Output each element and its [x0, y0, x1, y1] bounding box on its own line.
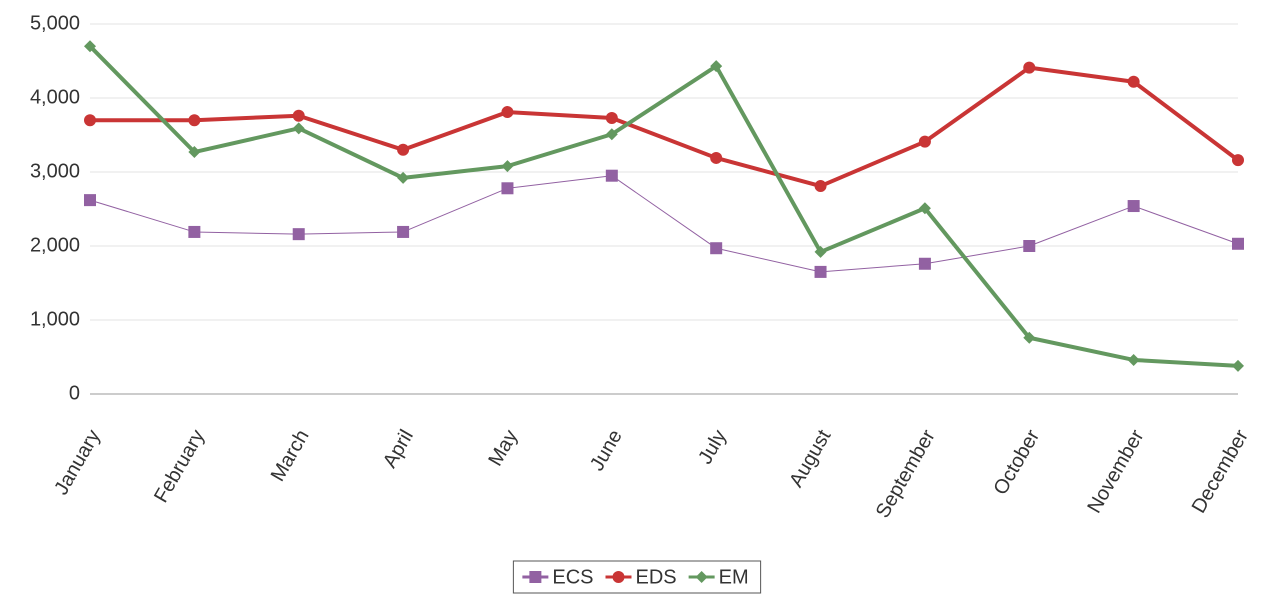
- marker: [814, 245, 827, 258]
- x-tick-label: February: [150, 426, 209, 506]
- marker: [84, 114, 96, 127]
- y-tick-label: 4,000: [30, 86, 80, 108]
- marker: [1023, 61, 1036, 74]
- marker: [529, 571, 542, 583]
- marker: [188, 225, 201, 238]
- x-tick-label: July: [694, 426, 731, 468]
- y-tick-label: 5,000: [30, 12, 80, 34]
- legend: ECS EDS EM: [512, 560, 762, 594]
- x-tick-label: October: [990, 426, 1045, 499]
- x-tick-label: August: [785, 426, 835, 491]
- legend-label: EM: [719, 566, 749, 588]
- x-tick-label: January: [50, 426, 105, 499]
- marker: [501, 160, 514, 173]
- marker: [605, 111, 618, 124]
- legend-label: ECS: [552, 566, 593, 588]
- marker: [918, 257, 931, 270]
- marker: [710, 151, 723, 164]
- marker: [1232, 359, 1244, 372]
- marker: [918, 135, 931, 148]
- marker: [695, 571, 708, 583]
- marker: [501, 106, 514, 119]
- x-tick-label: September: [872, 426, 940, 522]
- y-tick-label: 2,000: [30, 234, 80, 256]
- marker: [188, 114, 201, 127]
- marker: [1232, 237, 1244, 250]
- marker: [84, 194, 96, 207]
- x-tick-label: December: [1188, 426, 1253, 517]
- x-tick-label: March: [267, 426, 314, 485]
- marker: [814, 265, 827, 278]
- marker: [292, 109, 305, 122]
- marker: [1127, 353, 1140, 366]
- marker: [1023, 331, 1036, 344]
- series: [84, 40, 1244, 372]
- marker: [1127, 200, 1140, 213]
- legend-box: [512, 560, 762, 594]
- marker: [397, 143, 410, 156]
- line: [89, 175, 1239, 273]
- marker: [612, 571, 625, 583]
- marker: [292, 122, 305, 135]
- marker: [397, 225, 410, 238]
- marker: [292, 228, 305, 241]
- line: [88, 44, 1239, 368]
- marker: [501, 182, 514, 195]
- y-tick-label: 3,000: [30, 160, 80, 182]
- marker: [188, 146, 201, 159]
- marker: [710, 242, 723, 255]
- x-tick-label: April: [379, 426, 418, 472]
- marker: [605, 128, 618, 141]
- marker: [1232, 154, 1244, 167]
- x-tick-label: November: [1083, 426, 1148, 517]
- x-tick-label: May: [484, 426, 522, 470]
- series: [84, 61, 1244, 193]
- marker: [1127, 75, 1140, 88]
- series: [84, 169, 1244, 278]
- legend-label: EDS: [636, 566, 677, 588]
- marker: [918, 202, 931, 215]
- marker: [814, 180, 827, 193]
- y-tick-label: 0: [69, 382, 80, 404]
- marker: [710, 60, 723, 73]
- marker: [84, 40, 96, 53]
- marker: [397, 171, 410, 184]
- line: [90, 65, 1240, 189]
- y-tick-label: 1,000: [30, 308, 80, 330]
- x-tick-label: June: [586, 426, 627, 475]
- marker: [1023, 240, 1036, 252]
- marker: [605, 169, 618, 182]
